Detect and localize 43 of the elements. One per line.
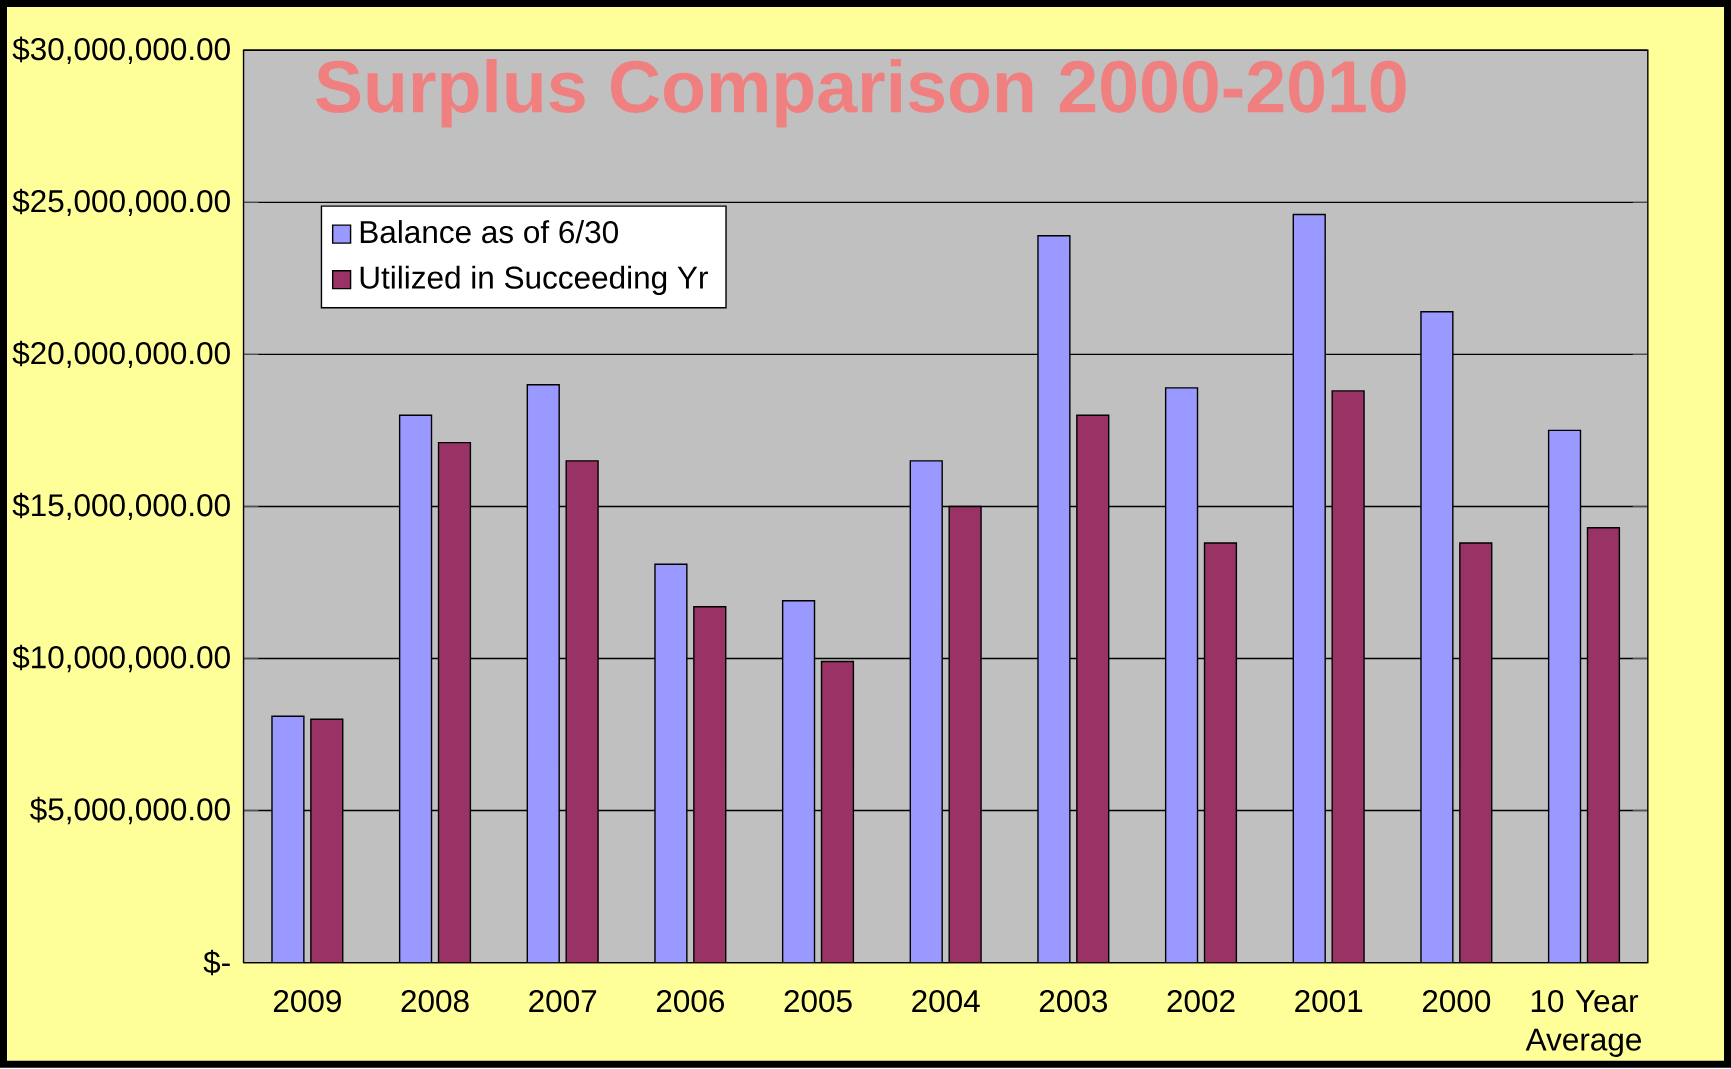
x-tick-label: 2001 <box>1295 990 1363 1013</box>
bar <box>1076 414 1110 963</box>
y-tick-label: $5,000,000.00 <box>30 797 230 825</box>
bar <box>1586 527 1621 963</box>
y-tick-label: $15,000,000.00 <box>12 492 230 521</box>
bar <box>693 606 727 963</box>
bar <box>1547 429 1582 963</box>
bar <box>1331 390 1365 963</box>
bar <box>271 715 305 963</box>
x-tick-label: 2006 <box>656 990 724 1013</box>
x-tick-label: 2004 <box>912 990 980 1013</box>
x-tick-label: 2002 <box>1167 990 1235 1013</box>
y-tick-label: $30,000,000.00 <box>12 36 230 65</box>
y-tick-label: $25,000,000.00 <box>12 188 230 217</box>
bar <box>654 563 688 963</box>
x-tick-label: 2007 <box>529 990 597 1013</box>
bar <box>398 414 433 963</box>
bar <box>948 505 982 963</box>
y-tick-label: $- <box>203 950 230 976</box>
x-tick-label: 2000 <box>1422 990 1491 1013</box>
bar <box>781 600 816 963</box>
x-tick-label: 10 Year Average <box>1525 990 1641 1058</box>
bar <box>565 460 599 963</box>
y-tick-label: $10,000,000.00 <box>12 645 230 673</box>
x-tick-label: 2003 <box>1039 990 1107 1013</box>
bar <box>1164 387 1199 963</box>
bar <box>310 718 344 963</box>
legend-label: Balance as of 6/30 <box>360 220 618 244</box>
bar <box>1037 235 1071 963</box>
x-tick-label: 2005 <box>784 990 852 1013</box>
y-tick-label: $20,000,000.00 <box>12 340 230 369</box>
bar <box>526 384 560 963</box>
x-tick-label: 2008 <box>401 990 469 1013</box>
bar <box>1420 311 1454 963</box>
bar <box>437 442 472 963</box>
bar <box>909 460 943 963</box>
bar <box>1459 542 1493 963</box>
chart-title: Surplus Comparison 2000-2010 <box>316 59 1406 128</box>
bar <box>1203 542 1238 963</box>
x-tick-label: 2009 <box>273 990 341 1013</box>
bar <box>1292 214 1326 963</box>
legend-label: Utilized in Succeeding Yr <box>360 265 708 296</box>
bar <box>820 661 855 963</box>
